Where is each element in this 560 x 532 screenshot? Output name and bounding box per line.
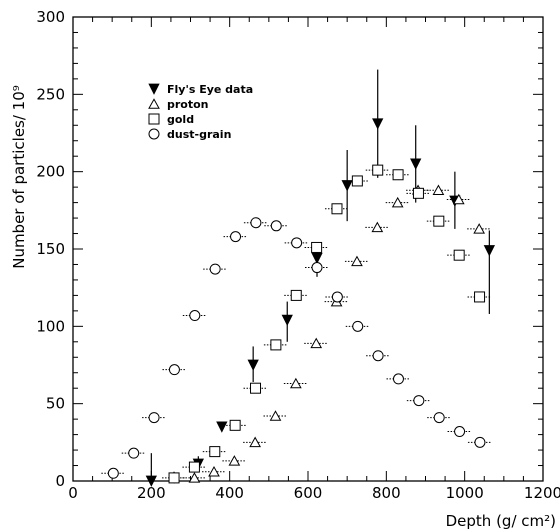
data-point [270,339,282,351]
data-point [250,217,262,229]
data-point [392,169,404,181]
data-point [310,337,323,349]
series-proton [182,184,492,483]
data-point [269,410,282,421]
data-point [188,461,200,473]
data-point [148,412,160,424]
x-tick-label: 400 [215,484,244,502]
x-tick-label: 200 [137,484,166,502]
data-point [413,395,425,407]
legend-label: proton [167,98,209,111]
plot-frame [72,16,544,482]
data-point [454,426,466,438]
data-point [291,237,303,249]
data-point [351,255,363,267]
data-point [281,314,293,327]
data-point [372,118,384,130]
data-point [473,223,486,234]
legend-marker [148,98,160,109]
data-point [189,310,201,322]
x-tick-label: 0 [68,484,78,502]
y-tick-label: 150 [36,240,65,258]
data-point [230,231,242,243]
data-point [410,158,422,170]
x-tick-label: 1000 [446,484,484,502]
data-point [311,262,323,274]
data-point [371,221,384,233]
x-axis-label: Depth (g/ cm²) [446,512,556,530]
data-point [208,465,220,477]
data-point [128,447,140,459]
data-point [483,245,495,257]
x-tick-label: 1200 [524,484,560,502]
data-point [474,436,486,448]
y-tick-label: 0 [55,472,65,490]
x-tick-label: 800 [372,484,401,502]
ticks: 0 200 400 600 800 1000 1200 0 50 100 150 200 250 300 [36,8,560,502]
legend-label: Fly's Eye data [167,83,253,96]
y-axis-label: Number of particles/ 10⁹ [10,85,28,269]
data-point [228,455,241,466]
data-point [372,350,384,362]
axes [72,16,544,482]
data-point [433,412,445,424]
data-point [341,180,353,192]
legend-label: dust-grain [167,128,231,141]
data-point [452,193,465,205]
legend-marker [148,113,160,125]
data-point [188,472,201,483]
x-tick-label: 600 [294,484,323,502]
data-point [145,475,157,487]
data-point [209,446,221,458]
series-dust-grain [101,217,492,479]
data-point [392,373,404,385]
data-point [250,382,262,394]
y-tick-label: 100 [36,317,65,335]
data-point [372,164,384,176]
data-point [412,187,424,199]
y-tick-label: 300 [36,8,65,26]
y-tick-label: 200 [36,163,65,181]
data-point [433,215,445,227]
data-point [352,320,364,332]
series-gold [162,164,492,484]
data-point [391,196,404,208]
data-point [270,220,282,232]
data-point [290,377,302,389]
legend: Fly's Eye data proton gold dust-grain [148,83,253,141]
legend-marker [148,83,160,95]
data-point [432,184,445,195]
data-point [249,436,261,448]
legend-marker [148,128,160,140]
data-point [107,467,119,479]
data-point [216,421,228,433]
legend-label: gold [167,113,194,126]
data-point [168,472,180,484]
y-tick-label: 50 [46,395,65,413]
data-point [290,289,302,301]
data-point [453,249,465,261]
data-point [229,419,241,431]
series-layer [101,69,495,487]
data-point [331,203,343,215]
data-point [351,175,363,187]
data-point [311,241,323,253]
data-point [311,252,323,265]
y-tick-label: 250 [36,85,65,103]
data-point [474,291,486,303]
data-point [209,263,221,275]
data-point [247,359,259,371]
data-point [331,291,343,303]
data-point [168,364,180,376]
